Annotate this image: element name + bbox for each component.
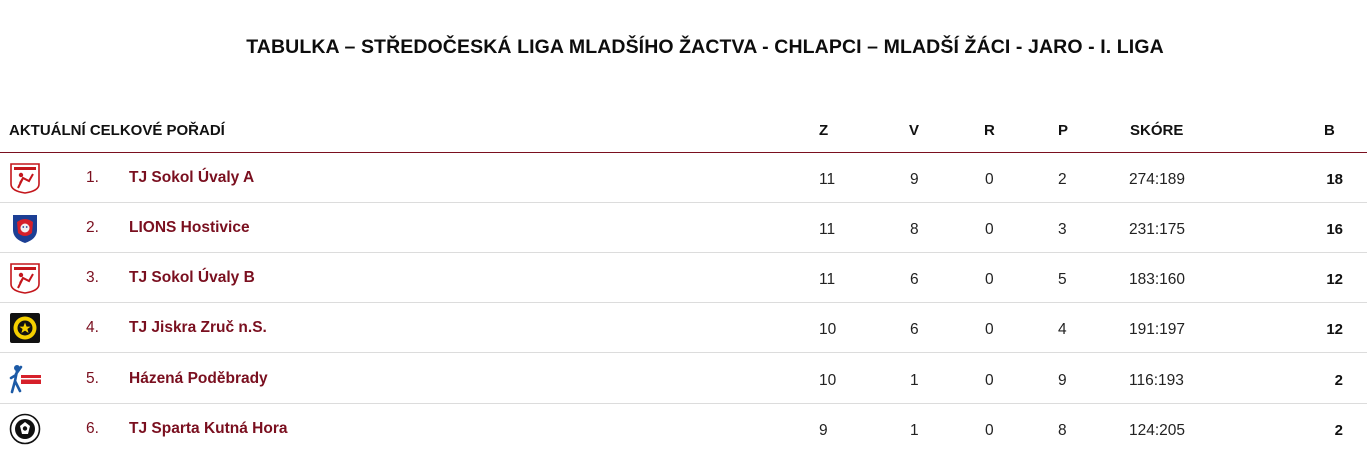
cell-points: 2: [1334, 372, 1343, 389]
table-row: 4. TJ Jiskra Zruč n.S. 10 6 0 4 191:197 …: [0, 303, 1367, 353]
cell-points: 12: [1326, 321, 1343, 338]
cell-p: 4: [1058, 321, 1067, 338]
col-header-score: SKÓRE: [1130, 122, 1184, 139]
cell-z: 11: [819, 171, 836, 188]
jiskra-zruc-logo: [10, 313, 40, 343]
rank: 3.: [86, 269, 99, 286]
cell-v: 1: [910, 422, 919, 439]
cell-points: 12: [1326, 271, 1343, 288]
cell-v: 6: [910, 271, 919, 288]
cell-z: 9: [819, 422, 828, 439]
cell-points: 2: [1334, 422, 1343, 439]
cell-r: 0: [985, 271, 994, 288]
cell-r: 0: [985, 221, 994, 238]
col-header-b: B: [1324, 122, 1335, 139]
cell-score: 183:160: [1129, 271, 1186, 288]
cell-p: 5: [1058, 271, 1067, 288]
cell-v: 8: [910, 221, 919, 238]
cell-r: 0: [985, 171, 994, 188]
cell-z: 10: [819, 321, 837, 338]
row-divider: [0, 202, 1367, 203]
team-link[interactable]: Házená Poděbrady: [129, 370, 268, 387]
row-divider: [0, 302, 1367, 303]
cell-p: 9: [1058, 372, 1067, 389]
cell-z: 10: [819, 372, 837, 389]
sokol-uvaly-logo: [10, 263, 40, 294]
cell-score: 274:189: [1129, 171, 1186, 188]
cell-r: 0: [985, 422, 994, 439]
col-header-z: Z: [819, 122, 829, 139]
cell-p: 3: [1058, 221, 1067, 238]
col-header-p: P: [1058, 122, 1069, 139]
col-header-r: R: [984, 122, 995, 139]
rank: 4.: [86, 319, 99, 336]
cell-p: 8: [1058, 422, 1067, 439]
rank: 5.: [86, 370, 99, 387]
cell-points: 16: [1326, 221, 1343, 238]
cell-z: 11: [819, 271, 836, 288]
cell-score: 116:193: [1129, 372, 1184, 389]
cell-score: 231:175: [1129, 221, 1186, 238]
cell-v: 6: [910, 321, 919, 338]
cell-p: 2: [1058, 171, 1067, 188]
cell-v: 1: [910, 372, 919, 389]
table-row: 6. TJ Sparta Kutná Hora 9 1 0 8 124:205 …: [0, 404, 1367, 454]
cell-score: 191:197: [1129, 321, 1186, 338]
section-label: AKTUÁLNÍ CELKOVÉ POŘADÍ: [9, 122, 225, 139]
sokol-uvaly-logo: [10, 163, 40, 194]
table-row: 5. Házená Poděbrady 10 1 0 9 116:193 2: [0, 354, 1367, 404]
team-link[interactable]: TJ Jiskra Zruč n.S.: [129, 319, 267, 336]
cell-score: 124:205: [1129, 422, 1186, 439]
cell-points: 18: [1326, 171, 1343, 188]
table-row: 1. TJ Sokol Úvaly A 11 9 0 2 274:189 18: [0, 153, 1367, 203]
team-link[interactable]: LIONS Hostivice: [129, 219, 250, 236]
page-title: TABULKA – STŘEDOČESKÁ LIGA MLADŠÍHO ŽACT…: [246, 36, 1164, 58]
row-divider: [0, 352, 1367, 353]
team-link[interactable]: TJ Sokol Úvaly A: [129, 169, 255, 186]
cell-r: 0: [985, 372, 994, 389]
table-row: 3. TJ Sokol Úvaly B 11 6 0 5 183:160 12: [0, 253, 1367, 303]
table-row: 2. LIONS Hostivice 11 8 0 3 231:175 16: [0, 203, 1367, 253]
row-divider: [0, 403, 1367, 404]
rank: 1.: [86, 169, 99, 186]
rank: 2.: [86, 219, 99, 236]
rank: 6.: [86, 420, 99, 437]
header-divider: [0, 152, 1367, 153]
lions-hostivice-logo: [13, 215, 37, 243]
cell-r: 0: [985, 321, 994, 338]
team-link[interactable]: TJ Sparta Kutná Hora: [129, 420, 288, 437]
hazena-podebrady-logo: [9, 365, 41, 394]
cell-v: 9: [910, 171, 919, 188]
col-header-v: V: [909, 122, 920, 139]
sparta-kutna-hora-logo: [9, 413, 41, 445]
cell-z: 11: [819, 221, 836, 238]
team-link[interactable]: TJ Sokol Úvaly B: [129, 269, 255, 286]
row-divider: [0, 252, 1367, 253]
